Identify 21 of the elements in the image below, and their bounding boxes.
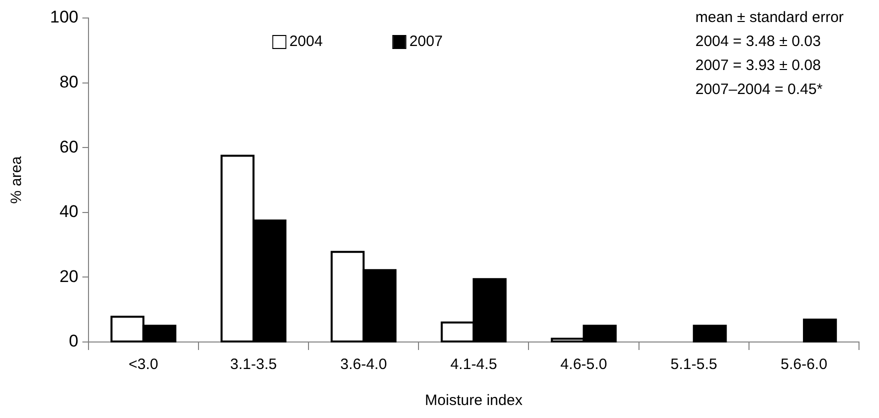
y-tick-label: 0 xyxy=(68,332,78,351)
x-tick-label: 4.1-4.5 xyxy=(450,356,498,374)
y-tick-label: 100 xyxy=(50,8,78,27)
annotation: 2007–2004 = 0.45* xyxy=(695,81,823,98)
x-axis-title: Moisture index xyxy=(424,392,523,410)
x-tick-label: 5.1-5.5 xyxy=(670,356,718,374)
y-tick-label: 40 xyxy=(59,202,78,222)
y-axis-title: % area xyxy=(8,156,26,204)
annotation: 2004 = 3.48 ± 0.03 xyxy=(695,33,821,50)
x-tick-label: 3.1-3.5 xyxy=(230,356,277,374)
x-tick-label: 3.6-4.0 xyxy=(340,356,387,374)
y-tick-label: 20 xyxy=(59,266,78,286)
annotation: 2007 = 3.93 ± 0.08 xyxy=(695,57,821,74)
legend-label: 2004 xyxy=(289,33,323,50)
x-tick-label: 5.6-6.0 xyxy=(780,356,828,374)
x-tick-label: 4.6-5.0 xyxy=(560,356,608,374)
y-tick-label: 80 xyxy=(59,72,78,92)
legend-label: 2007 xyxy=(409,33,443,50)
y-tick-label: 60 xyxy=(59,137,78,156)
x-tick-label: <3.0 xyxy=(128,356,158,374)
annotation: mean ± standard error xyxy=(695,9,844,26)
